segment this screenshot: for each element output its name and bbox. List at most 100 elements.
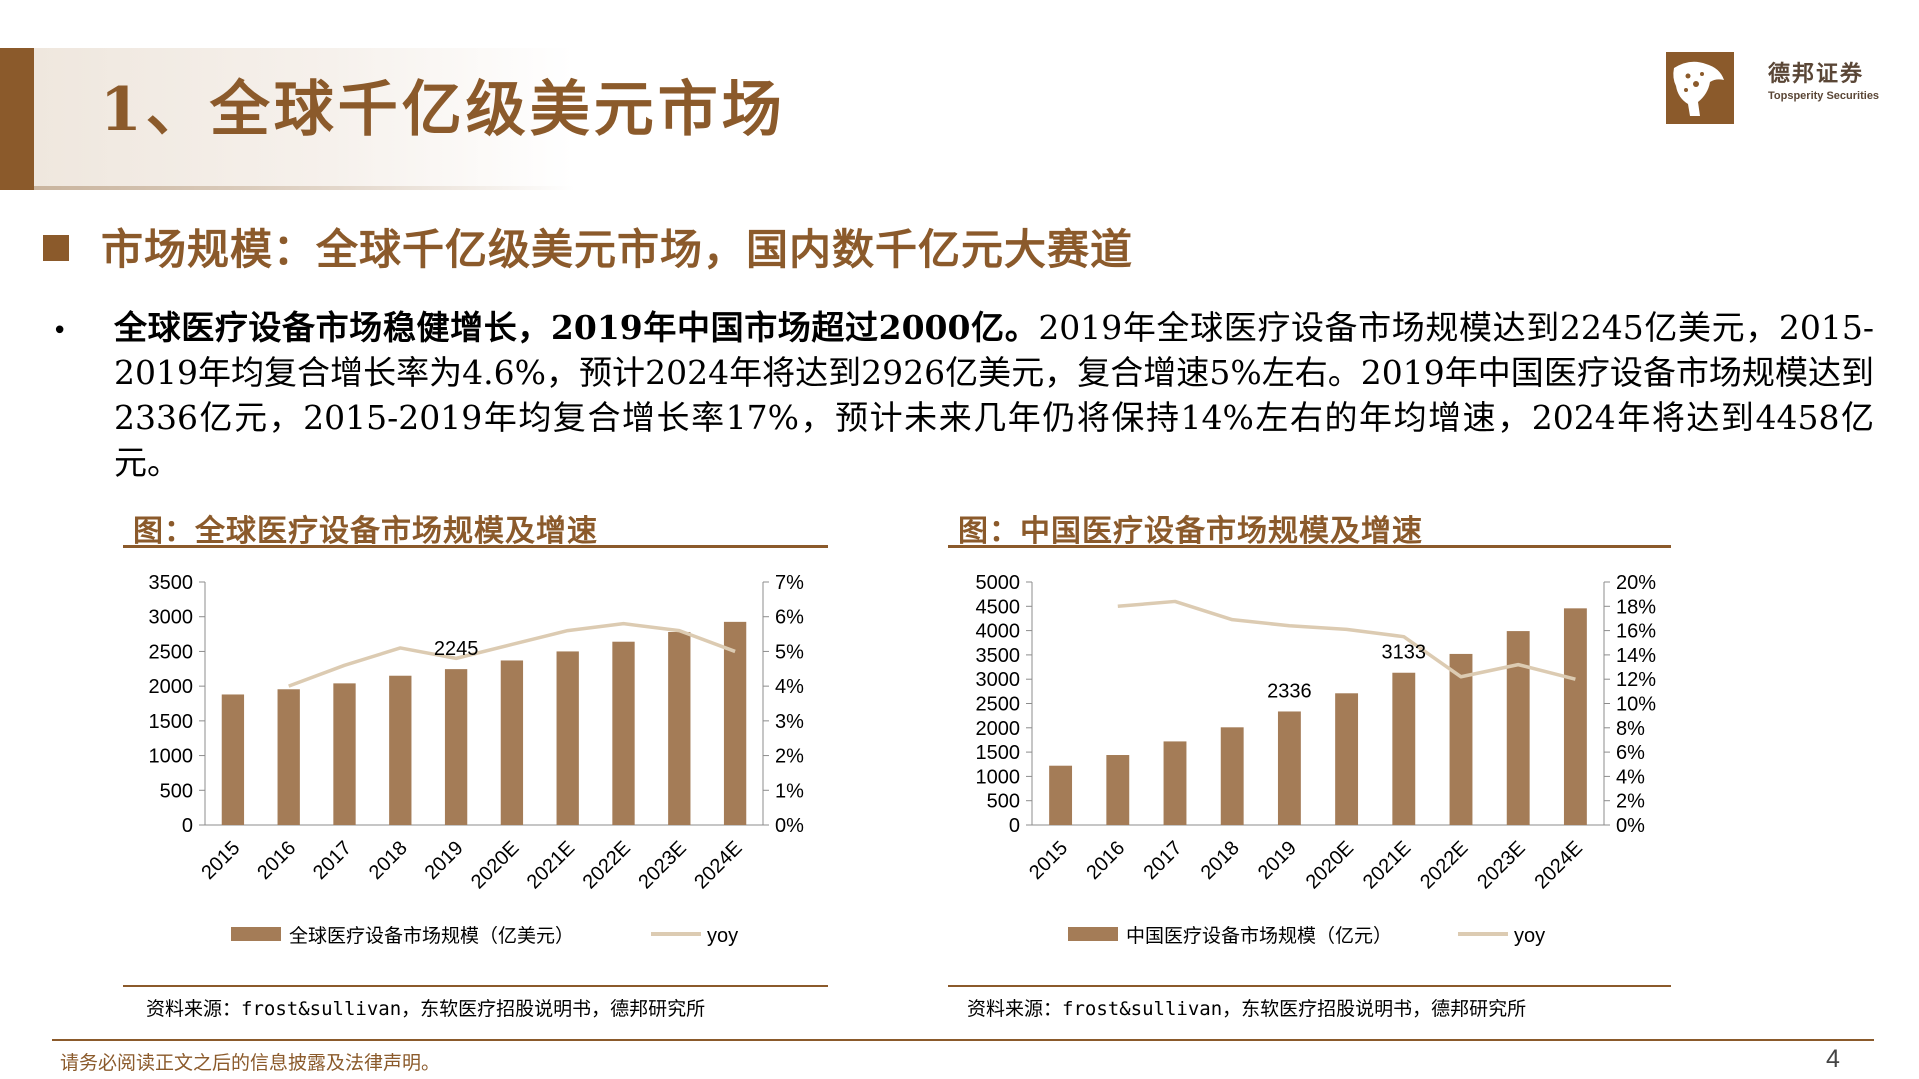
chart2-yoy-line <box>1117 599 1576 681</box>
chart2-bar <box>1163 741 1187 825</box>
chart1-y2-tick-label: 4% <box>775 676 804 698</box>
chart2-y-tick-label: 0 <box>1009 815 1020 837</box>
chart2-legend-line-label: yoy <box>1514 925 1545 947</box>
chart1-x-tick-label: 2017 <box>309 837 356 884</box>
chart1-x-tick-label: 2020E <box>467 837 523 893</box>
chart1-y-tick-label: 2500 <box>149 641 194 663</box>
section-marker-icon <box>43 235 69 261</box>
chart2-title: 图：中国医疗设备市场规模及增速 <box>958 514 1423 549</box>
chart1-y-tick-label: 1000 <box>149 746 194 768</box>
chart1-bar <box>668 631 691 825</box>
chart2-x-tick-label: 2016 <box>1082 837 1129 884</box>
page-title: 1、全球千亿级美元市场 <box>100 75 786 145</box>
chart2-x-tick-label: 2018 <box>1197 837 1244 884</box>
chart1-legend-line-label: yoy <box>707 925 738 947</box>
chart2-y-tick-label: 5000 <box>976 572 1021 594</box>
chart1-bar <box>500 660 524 825</box>
chart1-x-tick-label: 2019 <box>421 837 468 884</box>
chart1-y-tick-label: 0 <box>182 815 193 837</box>
chart1-data-label: 2245 <box>434 638 479 660</box>
chart1-x-tick-label: 2015 <box>197 837 244 884</box>
chart2-x-tick-label: 2015 <box>1025 837 1072 884</box>
chart1-y2-tick-label: 6% <box>775 607 804 629</box>
chart1-yoy-line <box>288 621 736 688</box>
chart2-bar <box>1277 711 1301 825</box>
chart2-y-tick-label: 1500 <box>976 742 1021 764</box>
chart2-y-tick-label: 3500 <box>976 645 1021 667</box>
chart2-x-tick-label: 2023E <box>1473 837 1529 893</box>
footer-disclaimer: 请务必阅读正文之后的信息披露及法律声明。 <box>60 1052 441 1074</box>
company-logo: 德邦证券 Topsperity Securities <box>1660 50 1890 126</box>
chart2-bar <box>1563 608 1587 825</box>
chart2-bar <box>1049 765 1073 825</box>
chart1-x-tick-label: 2023E <box>634 837 690 893</box>
chart1-source: 资料来源：frost&sullivan，东软医疗招股说明书，德邦研究所 <box>146 998 706 1020</box>
header-rule <box>34 186 574 190</box>
chart1-x-tick-label: 2022E <box>579 837 635 893</box>
chart2-x-tick-label: 2022E <box>1416 837 1472 893</box>
chart1-bar <box>221 694 245 825</box>
header-band <box>34 48 574 190</box>
chart1-y2-tick-label: 3% <box>775 711 804 733</box>
chart1-y2-tick-label: 0% <box>775 815 804 837</box>
chart2-bottom-rule <box>948 985 1671 987</box>
chart2-y2-tick-label: 12% <box>1616 669 1656 691</box>
chart1-x-tick-label: 2021E <box>523 837 579 893</box>
chart2-y-tick-label: 500 <box>987 791 1020 813</box>
chart2-x-tick-label: 2024E <box>1530 837 1586 893</box>
chart2-y2-tick-label: 6% <box>1616 742 1645 764</box>
chart2-y2-tick-label: 20% <box>1616 572 1656 594</box>
chart2-bar <box>1106 755 1130 825</box>
chart1-legend-bar-swatch <box>231 927 281 941</box>
chart1-title: 图：全球医疗设备市场规模及增速 <box>133 514 598 549</box>
chart1-y-tick-label: 2000 <box>149 676 194 698</box>
chart2-y-tick-label: 1000 <box>976 766 1021 788</box>
chart2-y-tick-label: 4000 <box>976 621 1021 643</box>
bullet-body: 2019年全球医疗设备市场规模达到2245亿美元，2015-2019年均复合增长… <box>114 308 1874 482</box>
bullet-lead: 全球医疗设备市场稳健增长，2019年中国市场超过2000亿。 <box>114 308 1039 347</box>
chart1-y2-tick-label: 7% <box>775 572 804 594</box>
chart1-y2-tick-label: 5% <box>775 641 804 663</box>
chart2-bar <box>1392 672 1416 825</box>
chart1-bar <box>389 675 412 825</box>
logo-chinese-name: 德邦证券 <box>1768 62 1865 87</box>
bullet-marker: • <box>52 316 68 346</box>
page-number: 4 <box>1826 1045 1840 1073</box>
chart2-x-tick-label: 2017 <box>1140 837 1187 884</box>
chart2-legend-bar-swatch <box>1068 927 1118 941</box>
chart1-y-tick-label: 1500 <box>149 711 194 733</box>
chart2-bar <box>1449 653 1473 825</box>
chart1-bar <box>556 651 579 825</box>
chart1-x-tick-label: 2016 <box>253 837 300 884</box>
section-title: 市场规模：全球千亿级美元市场，国内数千亿元大赛道 <box>101 225 1134 274</box>
chart1-legend-bar-label: 全球医疗设备市场规模（亿美元） <box>289 925 574 947</box>
chart2-y-tick-label: 4500 <box>976 596 1021 618</box>
chart1-top-rule <box>123 545 828 548</box>
chart2-x-tick-label: 2019 <box>1254 837 1301 884</box>
chart2-data-label: 2336 <box>1267 680 1312 702</box>
bullet-paragraph: 全球医疗设备市场稳健增长，2019年中国市场超过2000亿。2019年全球医疗设… <box>114 305 1874 485</box>
chart2-y2-tick-label: 2% <box>1616 791 1645 813</box>
chart2-bar <box>1220 727 1244 825</box>
chart1-x-tick-label: 2024E <box>690 837 746 893</box>
chart2-bar <box>1335 693 1359 825</box>
chart1-global-market: 0 500 1000 1500 2000 2500 3000 3500 0% 1% 2% 3% 4% 5%… <box>149 572 805 947</box>
chart2-y2-tick-label: 14% <box>1616 645 1656 667</box>
chart2-y-tick-label: 2000 <box>976 718 1021 740</box>
chart2-y-tick-label: 3000 <box>976 669 1021 691</box>
chart2-y2-tick-label: 16% <box>1616 621 1656 643</box>
footer-rule <box>52 1039 1874 1041</box>
chart2-y-tick-label: 2500 <box>976 694 1021 716</box>
chart2-source: 资料来源：frost&sullivan，东软医疗招股说明书，德邦研究所 <box>967 998 1527 1020</box>
chart2-x-tick-label: 2020E <box>1302 837 1358 893</box>
logo-english-name: Topsperity Securities <box>1768 90 1880 102</box>
chart1-y2-tick-label: 2% <box>775 746 804 768</box>
chart2-legend-bar-label: 中国医疗设备市场规模（亿元） <box>1126 925 1392 947</box>
chart1-bottom-rule <box>123 985 828 987</box>
chart2-x-tick-label: 2021E <box>1359 837 1415 893</box>
logo-mark-icon <box>1666 52 1734 124</box>
chart2-top-rule <box>948 545 1671 548</box>
chart1-bar <box>444 669 468 825</box>
chart2-data-label: 3133 <box>1382 642 1427 664</box>
